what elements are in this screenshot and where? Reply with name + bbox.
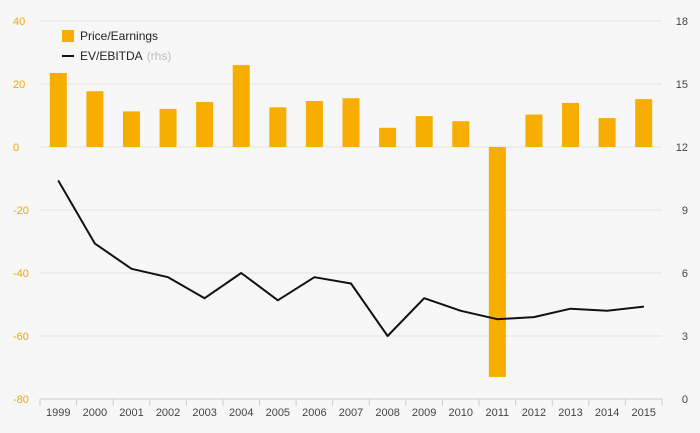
right-tick-label: 3 xyxy=(682,331,688,343)
point-ev-ebitda-2005 xyxy=(277,299,279,301)
bar-price-earnings-2001 xyxy=(122,111,140,147)
point-ev-ebitda-2003 xyxy=(204,297,206,299)
point-ev-ebitda-2000 xyxy=(94,243,96,245)
left-tick-label: 20 xyxy=(13,79,25,91)
point-ev-ebitda-2002 xyxy=(167,276,169,278)
point-ev-ebitda-2015 xyxy=(643,306,645,308)
left-tick-label: -40 xyxy=(13,268,29,280)
bar-price-earnings-2010 xyxy=(452,121,470,147)
ev-ebitda-line xyxy=(57,180,644,337)
bar-price-earnings-2015 xyxy=(635,99,653,147)
right-tick-label: 0 xyxy=(682,394,688,406)
x-tick-label: 2005 xyxy=(266,407,290,419)
bar-price-earnings-2000 xyxy=(86,91,104,147)
legend-label-ev-ebitda: EV/EBITDA xyxy=(80,49,143,63)
x-tick-label: 2001 xyxy=(119,407,143,419)
bar-price-earnings-2008 xyxy=(379,127,397,147)
x-tick-label: 2011 xyxy=(486,407,510,419)
x-tick-label: 2012 xyxy=(522,407,546,419)
price-earnings-bars xyxy=(49,65,653,377)
svg-text:EV/EBITDA(rhs): EV/EBITDA (rhs) xyxy=(80,49,171,63)
point-ev-ebitda-2009 xyxy=(423,297,425,299)
x-tick-label: 2008 xyxy=(375,407,399,419)
x-tick-label: 2007 xyxy=(339,407,363,419)
point-ev-ebitda-2010 xyxy=(460,310,462,312)
bar-price-earnings-1999 xyxy=(49,72,67,147)
x-tick-label: 1999 xyxy=(46,407,70,419)
point-ev-ebitda-2007 xyxy=(350,283,352,284)
left-tick-label: -80 xyxy=(13,394,29,406)
left-tick-label: 0 xyxy=(13,142,19,154)
x-tick-label: 2000 xyxy=(83,407,107,419)
point-ev-ebitda-1999 xyxy=(57,180,59,182)
bar-price-earnings-2009 xyxy=(415,116,433,147)
legend: Price/Earnings EV/EBITDA (rhs) xyxy=(62,29,171,63)
right-tick-label: 18 xyxy=(676,16,688,28)
bar-price-earnings-2004 xyxy=(232,65,250,147)
x-tick-label: 2015 xyxy=(631,407,655,419)
x-tick-label: 2010 xyxy=(449,407,473,419)
right-tick-label: 6 xyxy=(682,268,688,280)
x-tick-label: 2014 xyxy=(595,407,619,419)
left-axis-ticks: 40 20 0 -20 -40 -60 -80 xyxy=(13,16,29,406)
left-tick-label: 40 xyxy=(13,16,25,28)
x-tick-label: 2009 xyxy=(412,407,436,419)
bar-price-earnings-2014 xyxy=(598,118,616,147)
x-tick-label: 2002 xyxy=(156,407,180,419)
bar-price-earnings-2007 xyxy=(342,98,360,147)
x-tick-label: 2004 xyxy=(229,407,253,419)
right-axis-ticks: 18 15 12 9 6 3 0 xyxy=(676,16,688,406)
right-tick-label: 15 xyxy=(676,79,688,91)
bar-price-earnings-2011 xyxy=(488,147,506,377)
gridlines xyxy=(40,20,662,337)
bar-price-earnings-2012 xyxy=(525,114,543,147)
legend-label-price-earnings: Price/Earnings xyxy=(80,29,158,43)
right-tick-label: 9 xyxy=(682,205,688,217)
x-tick-label: 2013 xyxy=(558,407,582,419)
point-ev-ebitda-2004 xyxy=(240,272,242,274)
bar-price-earnings-2003 xyxy=(196,101,214,147)
point-ev-ebitda-2008 xyxy=(387,335,389,337)
bar-price-earnings-2006 xyxy=(305,101,323,147)
legend-label-rhs: (rhs) xyxy=(147,49,172,63)
point-ev-ebitda-2006 xyxy=(313,276,315,278)
point-ev-ebitda-2014 xyxy=(606,310,608,312)
point-ev-ebitda-2013 xyxy=(570,308,572,310)
legend-swatch-price-earnings xyxy=(62,30,74,42)
point-ev-ebitda-2012 xyxy=(533,316,535,318)
bar-price-earnings-2002 xyxy=(159,108,177,147)
right-tick-label: 12 xyxy=(676,142,688,154)
x-tick-label: 2006 xyxy=(302,407,326,419)
ev-ebitda-line-group xyxy=(57,180,645,337)
left-tick-label: -60 xyxy=(13,331,29,343)
point-ev-ebitda-2001 xyxy=(130,268,132,270)
point-ev-ebitda-2011 xyxy=(496,318,498,320)
bar-price-earnings-2013 xyxy=(562,102,580,147)
left-tick-label: -20 xyxy=(13,205,29,217)
x-axis: 1999 2000 2001 2002 2003 2004 2005 2006 2007 2008… xyxy=(39,398,663,419)
bar-price-earnings-2005 xyxy=(269,107,287,147)
x-tick-label: 2003 xyxy=(192,407,216,419)
